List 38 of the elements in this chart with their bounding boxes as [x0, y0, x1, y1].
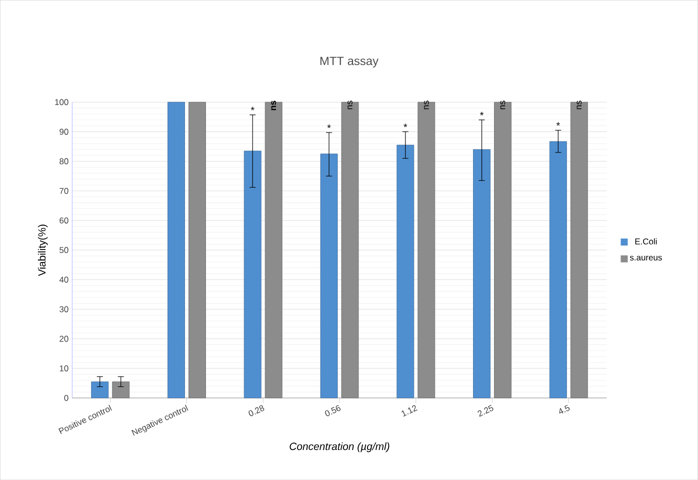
- annotation: *: [480, 112, 484, 116]
- annotation: *: [250, 106, 254, 110]
- annotation: ns: [500, 100, 506, 110]
- y-tick-label: 70: [60, 188, 68, 194]
- annotation: ns: [271, 100, 276, 110]
- x-tick-label: 0.28: [248, 405, 264, 416]
- bar: [396, 144, 414, 398]
- y-axis-title: Viability(%): [38, 224, 48, 276]
- y-tick-label: 20: [60, 336, 68, 342]
- y-tick-label: 10: [60, 365, 68, 372]
- x-tick-label: 1.12: [402, 405, 418, 417]
- annotation: ns: [348, 100, 352, 110]
- x-tick-label: 0.56: [325, 405, 341, 416]
- annotation: ns: [576, 100, 582, 110]
- bar: [473, 149, 490, 398]
- y-tick-label: 40: [59, 276, 68, 283]
- annotation: *: [556, 122, 560, 126]
- annotation: *: [404, 124, 408, 128]
- y-tick-label: 50: [60, 247, 68, 253]
- bar: [168, 102, 185, 398]
- bar: [244, 150, 262, 398]
- bar: [549, 141, 567, 398]
- x-axis-title: Concentration (µg/ml): [290, 442, 390, 452]
- y-tick-label: 60: [60, 217, 68, 224]
- y-tick-label: 80: [60, 158, 68, 164]
- annotation: *: [327, 124, 331, 128]
- chart-title: MTT assay: [320, 56, 379, 68]
- y-tick-label: 100: [55, 99, 68, 106]
- x-tick-label: 2.25: [478, 404, 494, 417]
- y-tick-label: 30: [60, 306, 68, 312]
- annotation: ns: [424, 100, 429, 110]
- x-tick-label: 4.5: [559, 404, 570, 414]
- y-tick-label: 90: [60, 128, 68, 135]
- y-tick-label: 0: [64, 394, 68, 401]
- legend-label: s.aureus: [630, 256, 662, 260]
- bar: [320, 154, 338, 398]
- legend-label: E.Coli: [635, 238, 657, 244]
- bar: [91, 381, 109, 398]
